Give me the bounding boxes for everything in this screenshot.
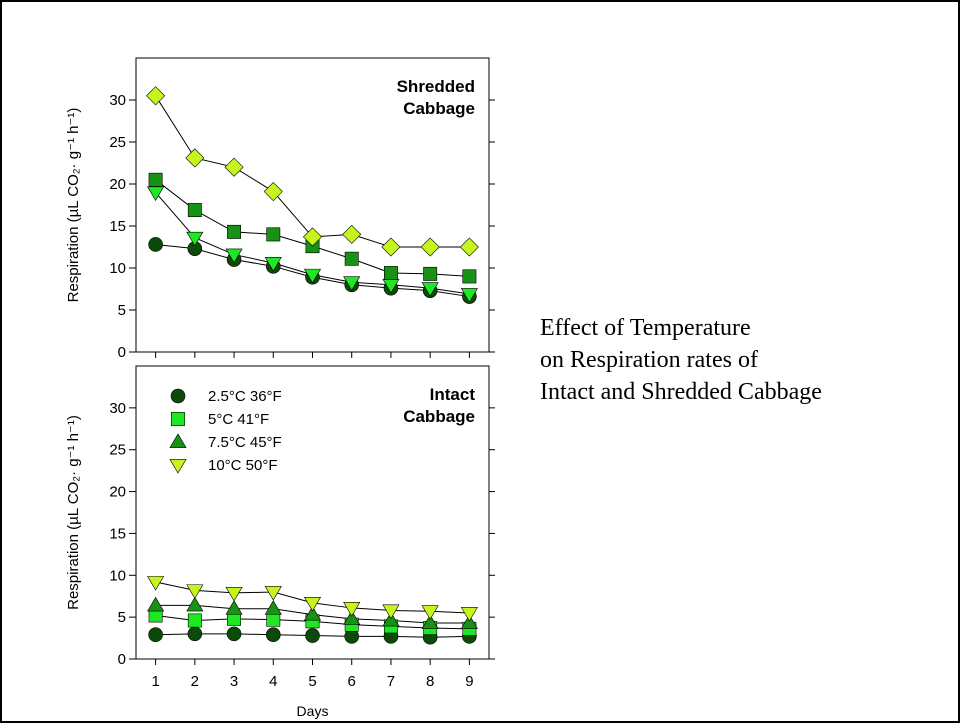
y-tick-label: 0: [118, 651, 126, 668]
data-point: [225, 600, 243, 615]
caption-line-2: on Respiration rates of: [540, 347, 758, 373]
x-tick-label: 3: [230, 673, 238, 690]
data-point: [303, 605, 322, 621]
data-point: [305, 628, 320, 643]
data-point: [344, 251, 359, 266]
series-line: [155, 95, 470, 248]
y-tick-label: 5: [118, 609, 126, 626]
y-tick-label: 20: [109, 176, 126, 193]
data-point: [342, 224, 362, 244]
legend-label: 5°C 41°F: [208, 411, 269, 428]
data-point: [187, 613, 202, 628]
data-point: [263, 182, 283, 202]
x-tick-label: 1: [151, 673, 159, 690]
caption-line-1: Effect of Temperature: [540, 315, 751, 341]
data-point: [226, 626, 242, 642]
y-axis-label: Respiration (µL CO₂· g⁻¹ h⁻¹): [65, 415, 82, 610]
y-tick-label: 5: [118, 302, 126, 319]
y-tick-label: 10: [109, 567, 126, 584]
data-point: [147, 186, 165, 202]
data-point: [266, 227, 281, 242]
data-point: [186, 596, 204, 612]
data-point: [186, 231, 204, 247]
data-point: [185, 148, 205, 168]
x-tick-label: 5: [308, 673, 316, 690]
data-point: [459, 237, 479, 257]
data-point: [148, 172, 163, 187]
data-point: [147, 576, 165, 591]
data-point: [146, 86, 166, 106]
data-point: [187, 626, 203, 642]
panel-title-line: Cabbage: [403, 407, 475, 426]
data-point: [264, 600, 282, 615]
data-point: [383, 266, 398, 280]
panel-title-line: Intact: [430, 385, 476, 404]
legend-label: 2.5°C 36°F: [208, 388, 282, 405]
data-point: [343, 276, 361, 291]
data-point: [382, 611, 400, 627]
data-point: [264, 586, 282, 601]
data-point: [302, 227, 323, 247]
data-point: [382, 604, 400, 620]
x-tick-label: 8: [426, 673, 434, 690]
x-tick-label: 7: [387, 673, 395, 690]
data-point: [224, 157, 244, 177]
x-axis-label: Days: [297, 703, 329, 719]
data-point: [343, 602, 361, 617]
caption: Effect of Temperature on Respiration rat…: [540, 312, 950, 408]
y-tick-label: 0: [118, 344, 126, 361]
legend-marker: [169, 459, 187, 474]
data-point: [264, 257, 282, 272]
data-point: [303, 597, 322, 612]
data-point: [343, 610, 361, 625]
data-point: [460, 614, 478, 629]
intact-cabbage-panel: 0 5 10 15 20 25 30 1 2 3 4 5 6 7 8 9 Days Respiration (µL…: [65, 365, 495, 719]
y-axis-label: Respiration (µL CO₂· g⁻¹ h⁻¹): [65, 108, 82, 303]
data-point: [265, 627, 281, 643]
y-tick-label: 15: [109, 218, 126, 235]
x-tick-label: 6: [348, 673, 356, 690]
data-point: [423, 266, 438, 281]
legend-marker: [171, 412, 185, 426]
data-point: [421, 605, 439, 620]
x-tick-label: 9: [465, 673, 473, 690]
data-point: [186, 584, 204, 599]
y-tick-label: 25: [109, 442, 126, 459]
data-point: [460, 607, 478, 622]
data-point: [421, 282, 439, 297]
data-point: [462, 269, 477, 284]
caption-line-3: Intact and Shredded Cabbage: [540, 379, 822, 405]
data-point: [421, 614, 439, 629]
y-tick-label: 30: [109, 92, 126, 109]
y-tick-label: 20: [109, 484, 126, 501]
data-point: [460, 288, 478, 303]
legend-marker: [170, 388, 186, 404]
data-point: [225, 586, 243, 602]
data-point: [381, 237, 401, 257]
panel-title-line: Cabbage: [403, 99, 475, 118]
x-tick-label: 2: [191, 673, 199, 690]
shredded-cabbage-panel: 0 5 10 15 20 25 30 Respiration (µL CO₂· g⁻¹ h⁻¹…: [65, 57, 495, 361]
legend-label: 7.5°C 45°F: [208, 434, 282, 451]
data-point: [227, 224, 242, 239]
data-point: [148, 237, 163, 252]
data-point: [303, 268, 322, 284]
data-point: [187, 203, 202, 217]
data-point: [148, 627, 163, 643]
panel-title-line: Shredded: [397, 77, 475, 96]
y-tick-label: 25: [109, 134, 126, 151]
y-tick-label: 15: [109, 525, 126, 542]
data-point: [147, 596, 165, 612]
x-tick-label: 4: [269, 673, 277, 690]
y-tick-label: 30: [109, 400, 126, 417]
data-point: [225, 248, 243, 264]
data-point: [420, 237, 440, 257]
legend-marker: [169, 433, 187, 448]
data-point: [266, 612, 281, 627]
y-tick-label: 10: [109, 260, 126, 277]
legend-label: 10°C 50°F: [208, 457, 278, 474]
